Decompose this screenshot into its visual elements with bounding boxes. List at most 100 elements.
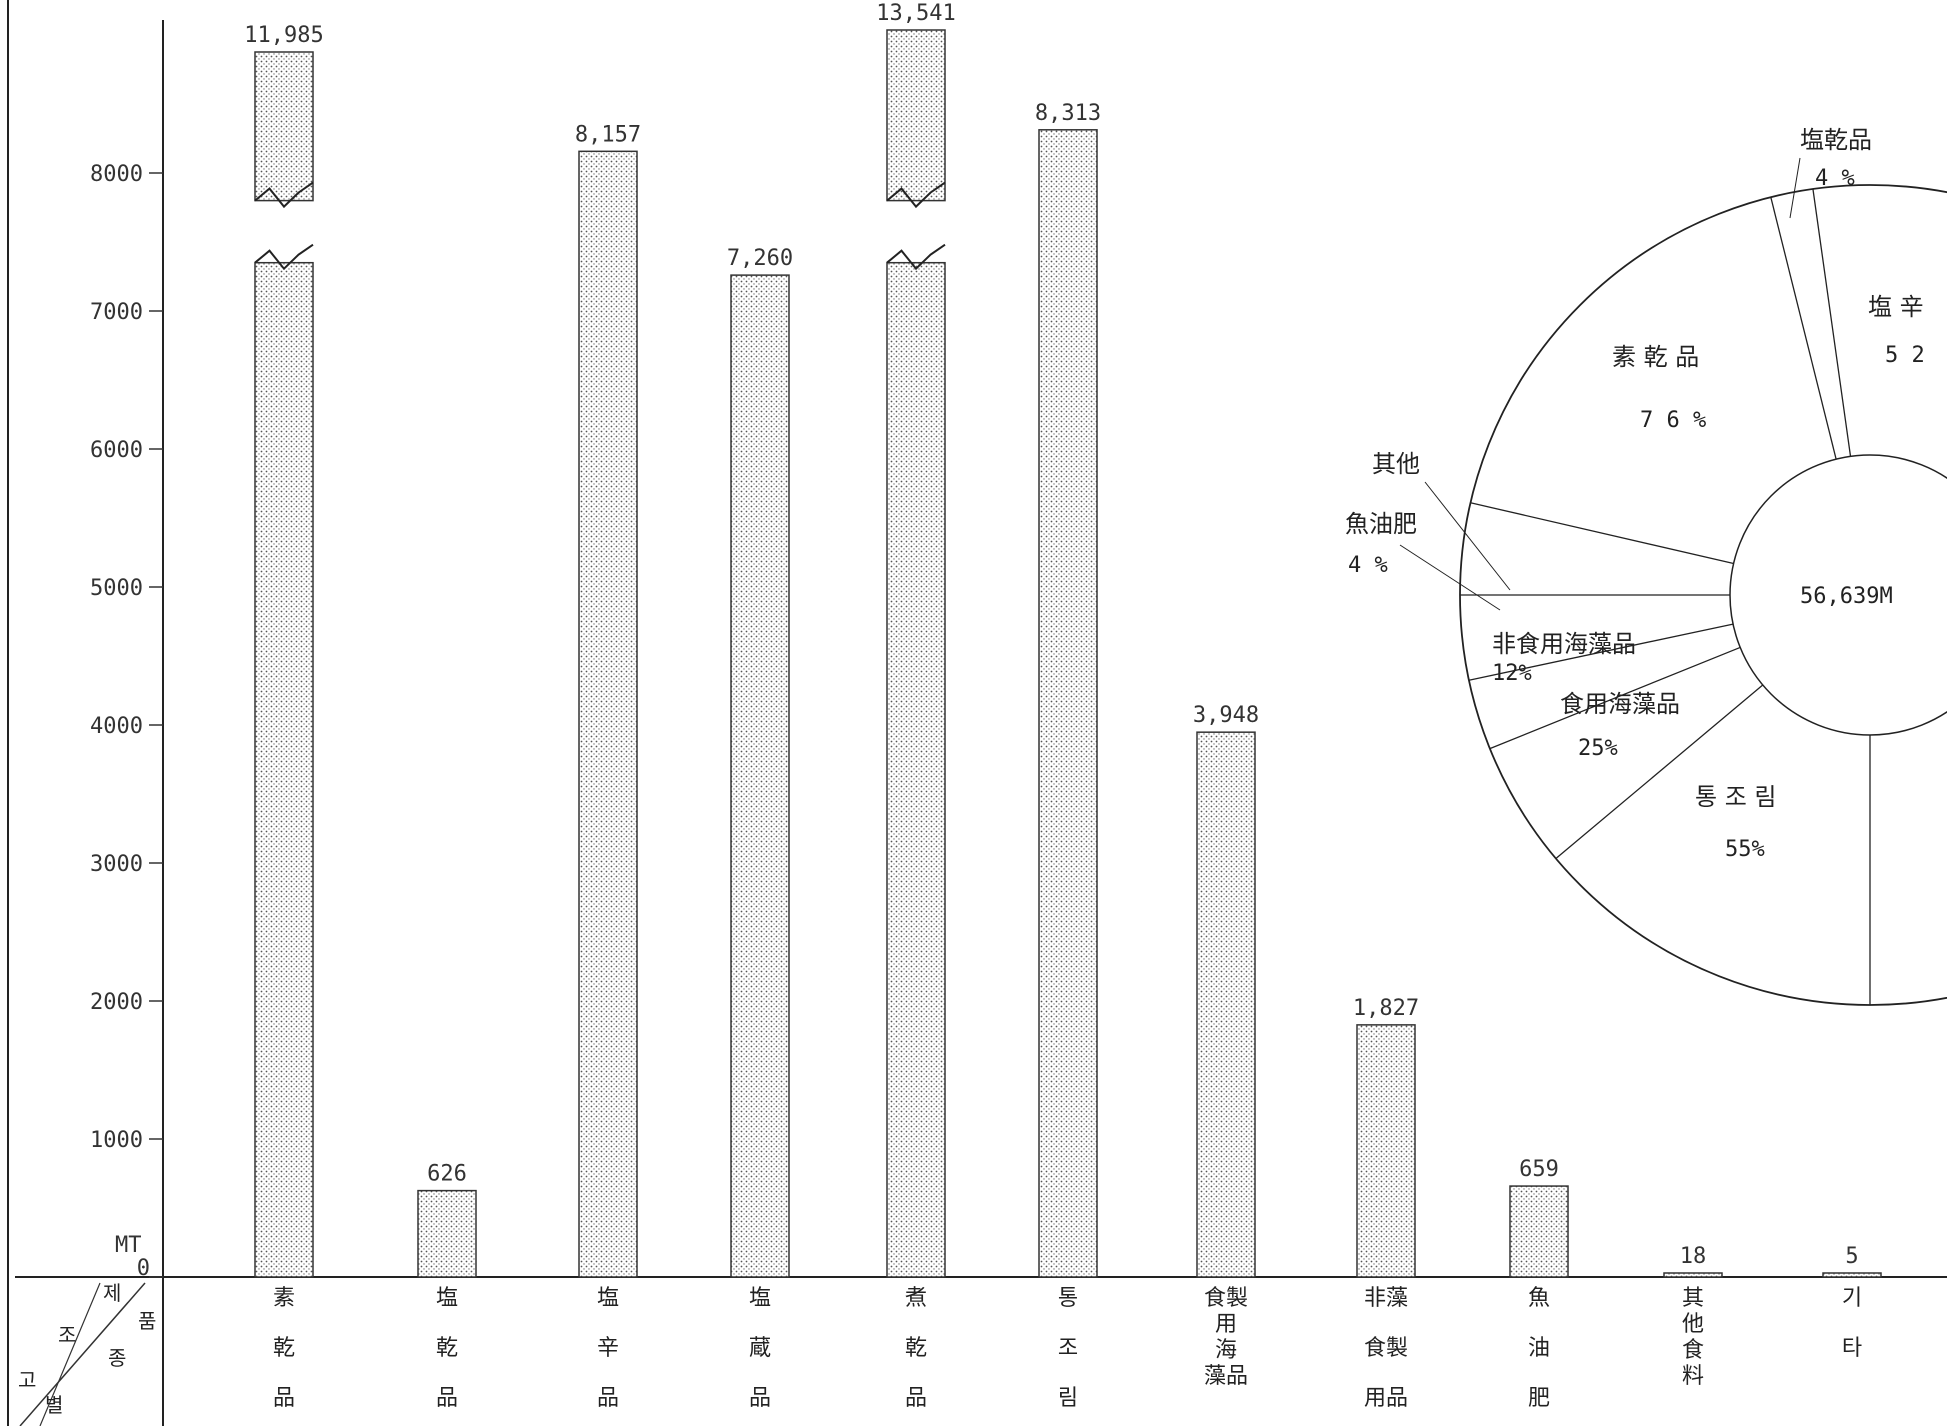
category-label: 기 (1842, 1286, 1862, 1311)
pie-slice-boundary (1770, 197, 1837, 460)
bar-value-label: 18 (1680, 1244, 1707, 1269)
pie-slice-label: 其他 (1372, 450, 1420, 478)
pie-slice-boundary (1555, 684, 1764, 860)
pie-slice-percent: 4 % (1815, 166, 1855, 191)
corner-bottom-left-1: 고 (18, 1368, 36, 1392)
category-label: 乾 (273, 1336, 295, 1361)
y-unit-label: MT (115, 1233, 142, 1258)
bar (730, 274, 790, 1278)
category-label: 림 (1058, 1386, 1078, 1411)
category-label: 煮 (905, 1286, 927, 1311)
break-mark (254, 243, 314, 271)
bar (1356, 1024, 1416, 1278)
category-label: 蔵 (749, 1336, 771, 1361)
break-mark (886, 243, 946, 271)
category-label: 他 (1682, 1312, 1704, 1337)
category-label: 乾 (905, 1336, 927, 1361)
bar-value-label: 5 (1845, 1244, 1858, 1269)
bar-value-label: 13,541 (876, 1, 955, 26)
pie-slice-boundary (1489, 646, 1741, 750)
category-label: 用 (1215, 1312, 1237, 1337)
corner-diagonal-1 (19, 1282, 146, 1426)
corner-top-right-2: 품 (138, 1309, 156, 1333)
bar-series: 11,985 素乾品 626 塩乾品 8,157 塩辛品 7,260 塩蔵品 13,541 煮乾品… (244, 1, 1882, 1411)
bar-upper-segment (254, 51, 314, 202)
y-tick-label: 7000 (90, 300, 143, 325)
corner-diagonal-2 (39, 1282, 101, 1426)
bar (1038, 129, 1098, 1278)
corner-top-right-1: 제 (103, 1281, 121, 1305)
y-axis-ticks: 0 1000 2000 3000 4000 5000 6000 7000 8000 (90, 162, 163, 1281)
category-label: 非藻 (1364, 1286, 1408, 1311)
break-mark (886, 181, 946, 209)
pie-chart: 56,639M 塩乾品 4 % 塩 辛 5 2 통 조 림 55% 食用海藻品 25% 非食用海藻… (1345, 126, 1947, 1006)
bar (1509, 1185, 1569, 1278)
bar (254, 261, 314, 1278)
pie-slice-percent: 25% (1578, 736, 1618, 761)
category-label: 素 (273, 1286, 295, 1311)
bar (578, 150, 638, 1278)
pie-slice-boundary (1812, 188, 1852, 457)
pie-slice-label: 통 조 림 (1695, 783, 1777, 811)
category-label: 其 (1682, 1286, 1704, 1311)
category-label: 品 (436, 1386, 458, 1411)
bar (886, 261, 946, 1278)
category-label: 조 (1058, 1336, 1078, 1361)
category-label: 辛 (597, 1336, 619, 1361)
category-label: 肥 (1528, 1386, 1550, 1411)
category-label: 品 (905, 1386, 927, 1411)
bar-value-label: 7,260 (727, 246, 793, 271)
leader-line (1399, 544, 1501, 611)
bar-value-label: 8,157 (575, 122, 641, 147)
bar-value-label: 11,985 (244, 23, 323, 48)
leader-line (1424, 481, 1511, 591)
y-tick-label: 5000 (90, 576, 143, 601)
pie-slice-label: 魚油肥 (1345, 510, 1417, 538)
bar (417, 1189, 477, 1278)
bar (1822, 1272, 1882, 1278)
y-tick-label: 8000 (90, 162, 143, 187)
category-label: 食製 (1364, 1336, 1408, 1361)
category-label: 食製 (1204, 1286, 1248, 1311)
category-label: 塩 (597, 1286, 619, 1311)
category-label: 타 (1842, 1336, 1862, 1361)
y-tick-label: 4000 (90, 714, 143, 739)
category-label: 料 (1682, 1364, 1704, 1389)
category-label: 油 (1528, 1336, 1550, 1361)
corner-middle-2: 종 (108, 1346, 126, 1370)
category-label: 用品 (1364, 1386, 1408, 1411)
bar-value-label: 659 (1519, 1157, 1559, 1182)
corner-bottom-left-2: 별 (45, 1393, 63, 1417)
pie-slice-percent: 7 6 % (1640, 408, 1706, 433)
pie-slice-boundary (1470, 502, 1734, 565)
category-label: 藻品 (1204, 1364, 1248, 1389)
category-label: 塩 (436, 1286, 458, 1311)
bar-value-label: 3,948 (1193, 703, 1259, 728)
pie-slice-label: 非食用海藻品 (1492, 630, 1636, 658)
bar-value-label: 8,313 (1035, 101, 1101, 126)
pie-total-label: 56,639M (1800, 584, 1893, 609)
pie-slice-percent: 5 2 (1885, 343, 1925, 368)
pie-slice-label: 塩乾品 (1800, 126, 1872, 154)
y-tick-label: 3000 (90, 852, 143, 877)
category-label: 塩 (749, 1286, 771, 1311)
pie-slice-percent: 55% (1725, 837, 1765, 862)
category-label: 品 (597, 1386, 619, 1411)
y-tick-label: 0 (137, 1256, 150, 1281)
y-tick-label: 6000 (90, 438, 143, 463)
bar-value-label: 1,827 (1353, 996, 1419, 1021)
pie-slice-label: 食用海藻品 (1560, 690, 1680, 718)
break-mark (254, 181, 314, 209)
y-tick-label: 2000 (90, 990, 143, 1015)
pie-slice-percent: 4 % (1348, 553, 1388, 578)
category-label: 品 (749, 1386, 771, 1411)
category-label: 海 (1215, 1338, 1237, 1363)
pie-slice-percent: 12% (1492, 661, 1532, 686)
y-tick-label: 1000 (90, 1128, 143, 1153)
bar (1196, 731, 1256, 1278)
category-label: 品 (273, 1386, 295, 1411)
leader-line (1789, 157, 1801, 219)
category-label: 乾 (436, 1336, 458, 1361)
pie-slice-label: 塩 辛 (1868, 293, 1924, 321)
